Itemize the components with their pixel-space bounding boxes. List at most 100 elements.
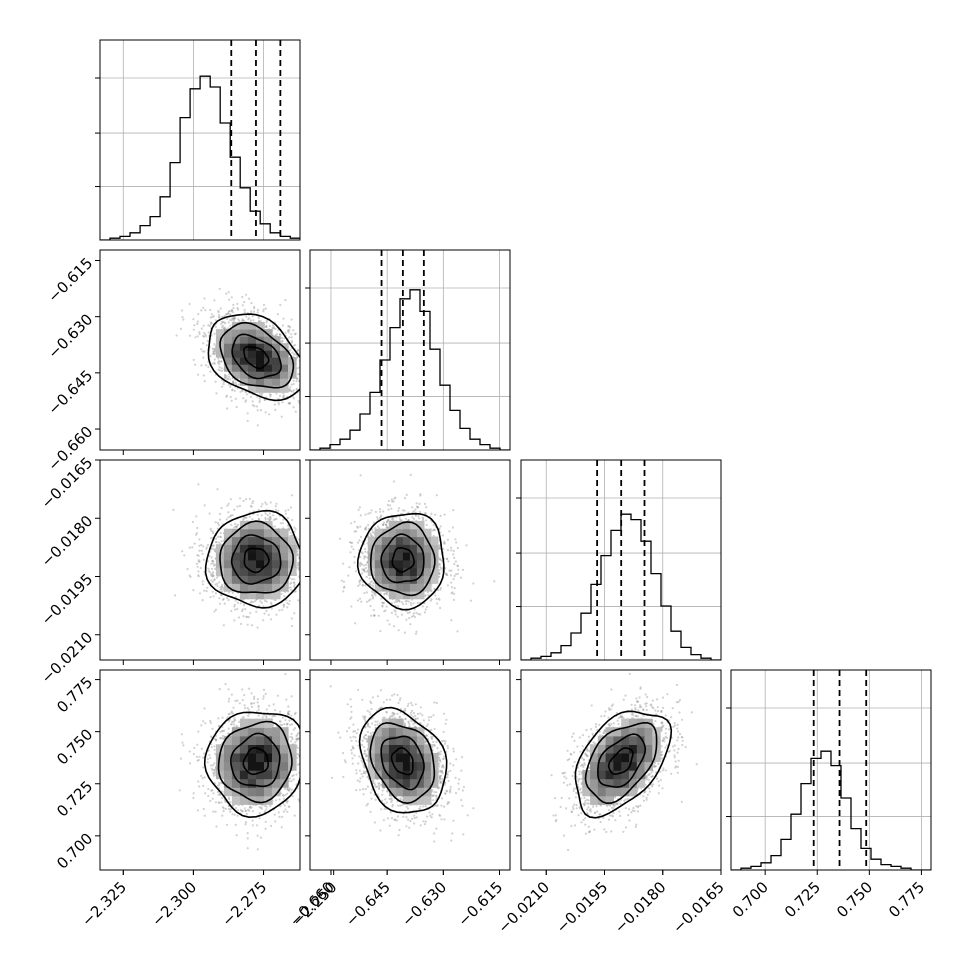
scatter-point	[212, 350, 215, 353]
scatter-point	[434, 594, 437, 597]
density-cell	[239, 329, 249, 337]
scatter-point	[287, 402, 290, 405]
scatter-point	[319, 374, 321, 376]
scatter-point	[181, 316, 184, 319]
scatter-point	[386, 526, 389, 529]
scatter-point	[245, 393, 248, 396]
density-cell	[280, 583, 289, 592]
scatter-point	[226, 597, 229, 600]
scatter-point	[403, 631, 406, 634]
scatter-point	[307, 556, 309, 558]
scatter-point	[287, 325, 290, 328]
scatter-point	[211, 352, 214, 355]
scatter-point	[372, 614, 376, 617]
scatter-point	[369, 604, 372, 608]
scatter-point	[297, 561, 300, 564]
scatter-point	[225, 395, 228, 398]
scatter-point	[379, 515, 382, 518]
scatter-point	[175, 334, 178, 337]
scatter-point	[203, 504, 206, 507]
scatter-point	[287, 331, 290, 334]
scatter-point	[307, 366, 309, 368]
scatter-point	[215, 576, 218, 579]
scatter-point	[308, 384, 310, 386]
scatter-point	[286, 516, 290, 520]
scatter-point	[219, 531, 222, 535]
scatter-point	[207, 567, 210, 570]
scatter-point	[381, 605, 384, 608]
scatter-point	[201, 599, 204, 602]
scatter-point	[292, 329, 295, 332]
scatter-point	[202, 558, 205, 561]
scatter-point	[262, 310, 265, 313]
scatter-point	[316, 371, 318, 373]
scatter-point	[225, 374, 228, 377]
scatter-point	[210, 322, 213, 325]
scatter-point	[275, 333, 278, 336]
scatter-point	[289, 586, 292, 589]
scatter-point	[229, 498, 232, 501]
scatter-point	[358, 506, 361, 509]
scatter-point	[363, 555, 366, 558]
scatter-point	[220, 507, 223, 510]
scatter-point	[359, 564, 362, 567]
scatter-point	[269, 501, 272, 504]
scatter-point	[223, 326, 226, 329]
scatter-point	[303, 407, 305, 409]
scatter-point	[217, 363, 221, 366]
scatter-point	[379, 508, 382, 511]
scatter-point	[340, 579, 343, 582]
scatter-point	[207, 331, 210, 334]
scatter-point	[201, 580, 204, 583]
density-cell	[247, 350, 257, 358]
scatter-point	[432, 524, 435, 527]
scatter-point	[469, 599, 473, 602]
density-cell	[264, 385, 273, 393]
density-cell	[247, 329, 257, 337]
scatter-point	[217, 315, 220, 318]
scatter-point	[258, 401, 261, 404]
scatter-point	[369, 582, 372, 586]
scatter-point	[359, 525, 362, 528]
scatter-point	[241, 389, 244, 392]
density-cell	[256, 350, 265, 358]
scatter-point	[431, 529, 435, 532]
scatter-point	[255, 405, 259, 408]
scatter-point	[282, 317, 285, 320]
density-cell	[288, 364, 297, 372]
scatter-point	[407, 511, 410, 514]
scatter-point	[200, 549, 203, 552]
scatter-point	[196, 320, 199, 323]
density-cell	[239, 544, 249, 553]
scatter-point	[194, 336, 197, 339]
scatter-point	[289, 506, 293, 509]
scatter-point	[284, 299, 287, 302]
scatter-point	[250, 310, 253, 313]
scatter-point	[264, 512, 267, 515]
scatter-point	[336, 530, 338, 532]
scatter-point	[256, 311, 259, 314]
scatter-point	[180, 309, 183, 312]
panel-frame	[99, 249, 301, 451]
scatter-point	[318, 559, 320, 561]
scatter-point	[250, 600, 253, 603]
scatter-point	[270, 618, 273, 621]
scatter-point	[211, 315, 214, 319]
scatter-point	[313, 415, 315, 417]
scatter-point	[380, 597, 383, 600]
scatter-point	[307, 368, 309, 370]
scatter-point	[416, 601, 419, 605]
scatter-point	[215, 392, 218, 395]
scatter-point	[268, 413, 271, 416]
scatter-point	[268, 518, 272, 521]
scatter-point	[363, 557, 366, 560]
scatter-point	[311, 350, 313, 352]
scatter-point	[391, 516, 394, 519]
scatter-point	[262, 308, 265, 311]
scatter-point	[449, 574, 452, 577]
scatter-point	[212, 562, 215, 565]
scatter-point	[252, 319, 255, 322]
scatter-point	[267, 613, 270, 617]
density-cell	[264, 583, 273, 592]
scatter-point	[297, 568, 300, 571]
